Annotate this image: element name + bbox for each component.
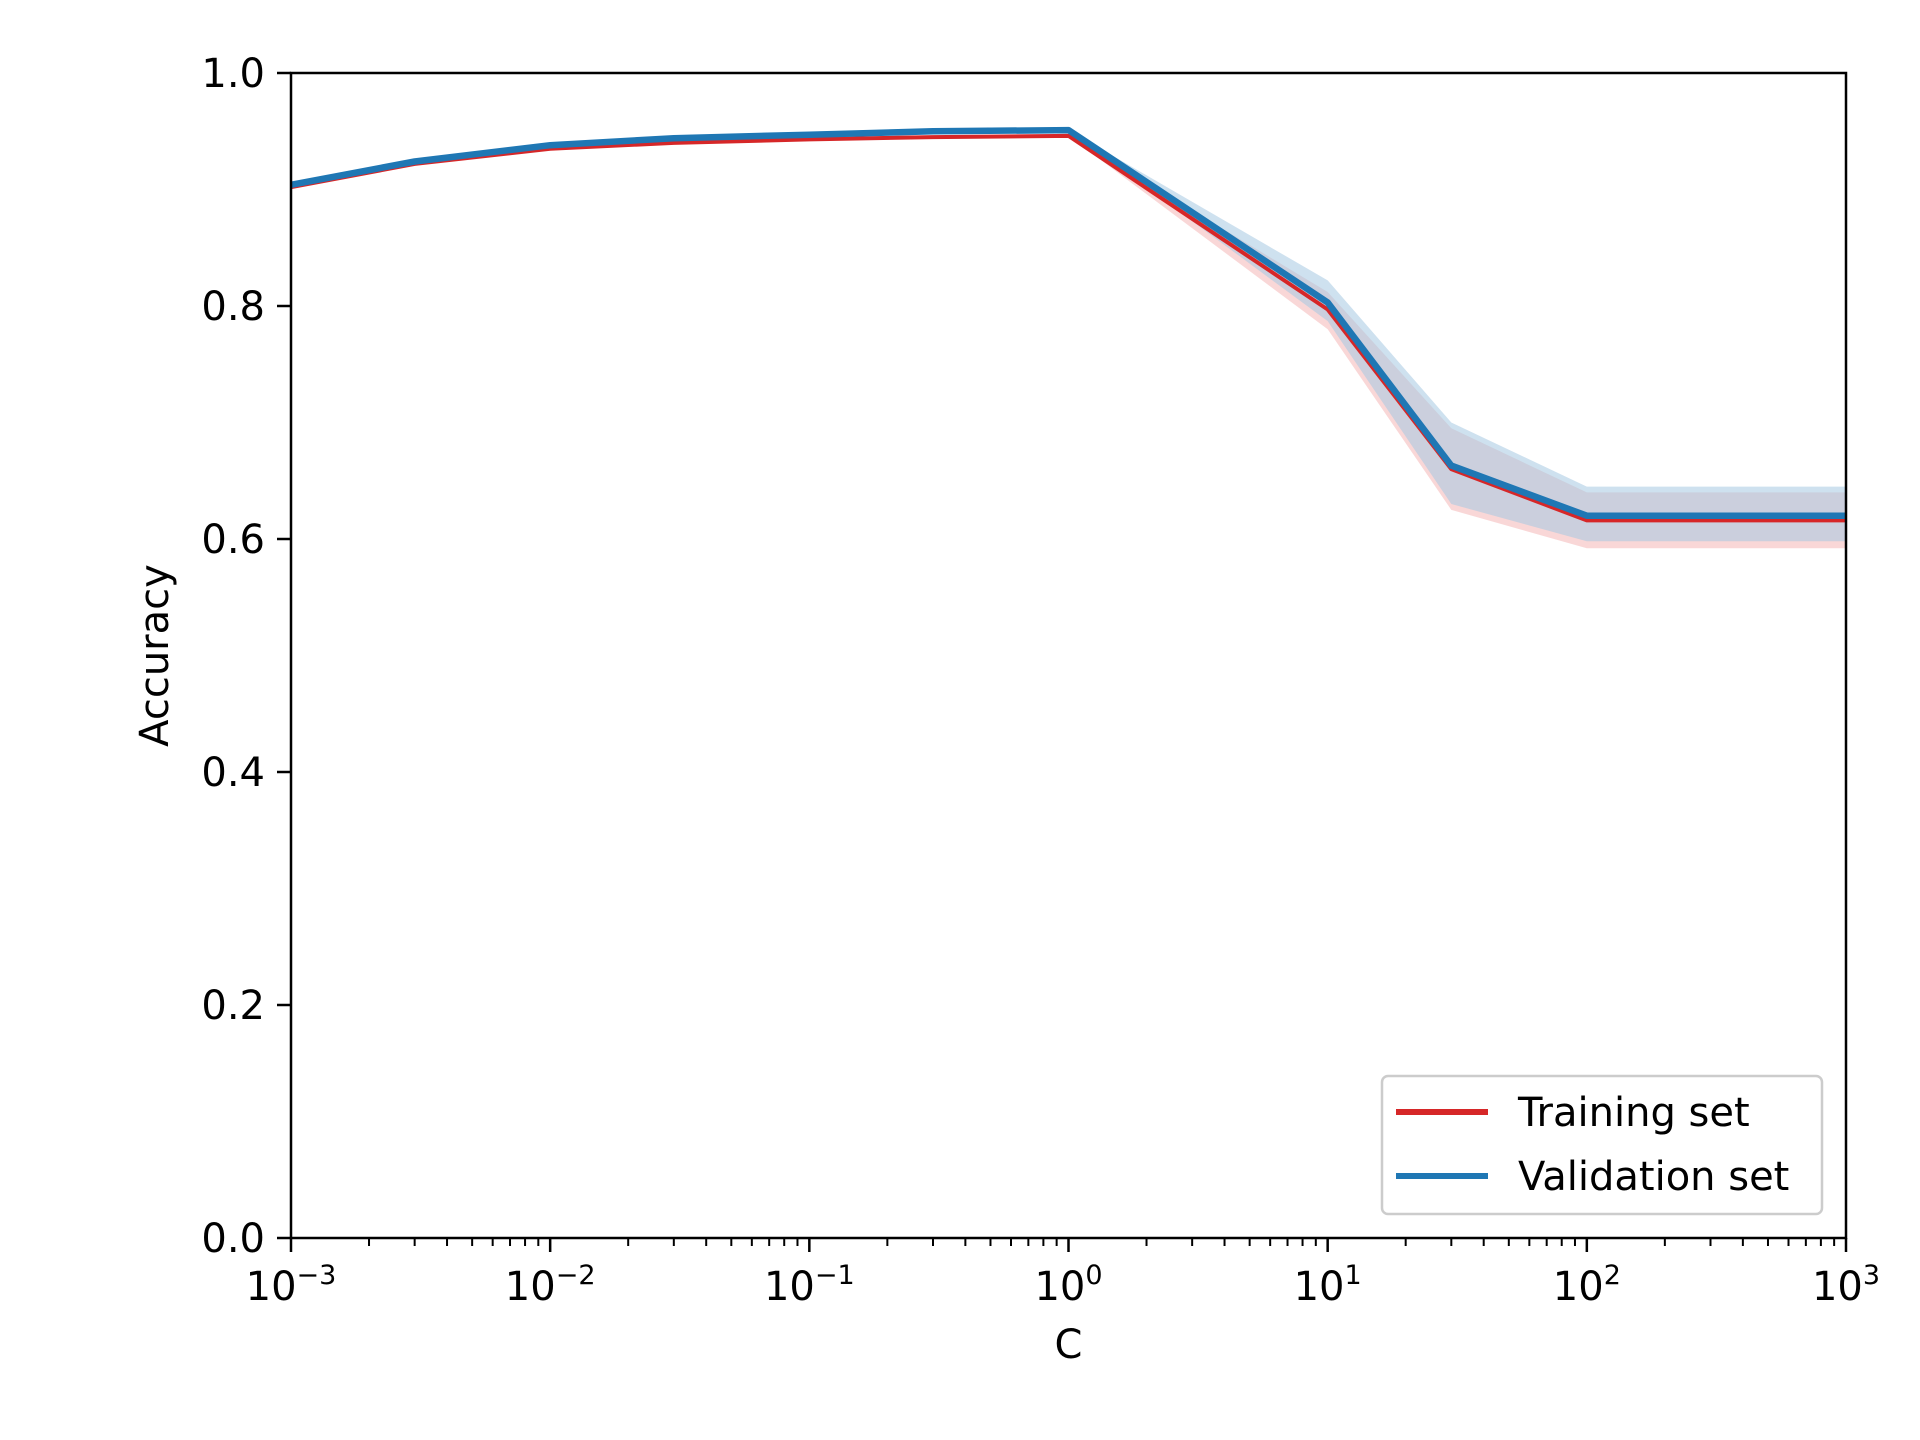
y-axis-ticks: 0.0 0.2 0.4 0.6 0.8 1.0 (201, 51, 291, 1262)
x-tick-label: 10−2 (505, 1260, 596, 1310)
line-validation-set (290, 126, 1846, 519)
x-axis-ticks: 10−3 10−2 10−1 100 101 102 103 (246, 1238, 1880, 1310)
confidence-bands (291, 130, 1846, 549)
y-tick-label: 1.0 (201, 51, 265, 97)
y-tick-label: 0.8 (201, 284, 265, 330)
y-axis-label: Accuracy (132, 564, 178, 747)
x-tick-label: 10−3 (246, 1260, 337, 1310)
band-validation-set (291, 130, 1846, 542)
legend-label-validation: Validation set (1518, 1154, 1789, 1200)
legend-label-training: Training set (1517, 1090, 1750, 1136)
x-tick-label: 101 (1294, 1260, 1362, 1310)
x-axis-label: C (1055, 1322, 1083, 1368)
legend: Training set Validation set (1380, 1074, 1824, 1216)
series-lines (290, 126, 1846, 523)
x-tick-label: 103 (1812, 1260, 1880, 1310)
y-tick-label: 0.6 (201, 517, 265, 563)
x-tick-label: 100 (1034, 1260, 1102, 1310)
x-tick-label: 10−1 (764, 1260, 855, 1310)
legend-box (1380, 1074, 1824, 1216)
y-tick-label: 0.0 (201, 1216, 265, 1262)
x-tick-label: 102 (1553, 1260, 1621, 1310)
y-tick-label: 0.2 (201, 983, 265, 1029)
y-tick-label: 0.4 (201, 750, 265, 796)
